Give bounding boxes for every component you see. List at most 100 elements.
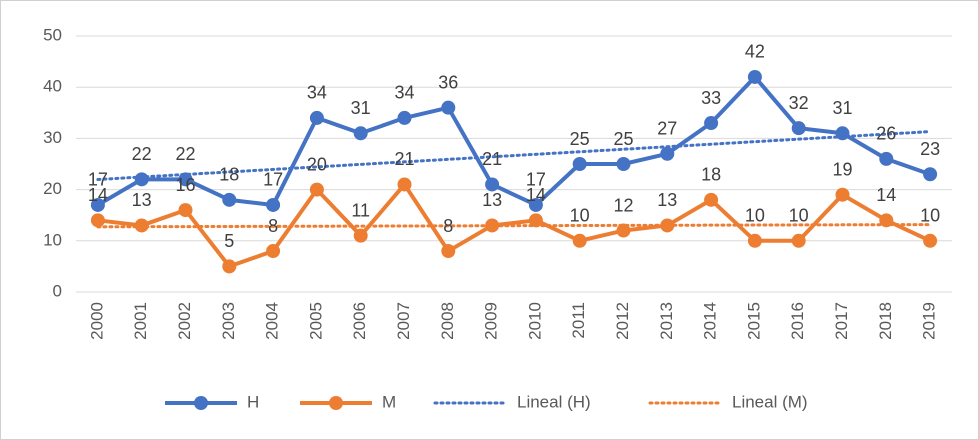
point	[353, 228, 368, 243]
data-label: 10	[570, 206, 590, 226]
data-label: 32	[789, 93, 809, 113]
data-label: 16	[175, 175, 195, 195]
point	[134, 218, 149, 233]
point	[485, 177, 500, 192]
data-label: 26	[876, 124, 896, 144]
point	[309, 110, 324, 125]
y-tick-label: 30	[43, 128, 62, 147]
data-label: 25	[613, 129, 633, 149]
x-tick-label: 2006	[350, 302, 369, 340]
point	[660, 218, 675, 233]
data-label: 21	[482, 149, 502, 169]
x-tick-label: 2012	[613, 302, 632, 340]
point	[572, 157, 587, 171]
data-label: 31	[832, 98, 852, 118]
point	[704, 116, 719, 131]
trend-line	[96, 130, 932, 182]
data-label: 34	[394, 83, 414, 103]
point	[353, 126, 368, 141]
point	[528, 197, 543, 212]
point	[704, 192, 719, 207]
point	[660, 146, 675, 161]
point	[747, 233, 762, 248]
data-label: 42	[745, 42, 765, 62]
x-tick-label: 2011	[569, 302, 588, 339]
x-tick-label: 2003	[219, 302, 238, 340]
point	[441, 100, 456, 115]
data-label: 17	[526, 170, 546, 190]
point	[879, 151, 894, 166]
point	[791, 121, 806, 136]
series-line	[97, 182, 931, 269]
point	[572, 233, 587, 248]
point	[747, 69, 762, 84]
point	[923, 233, 938, 248]
data-label: 12	[613, 195, 633, 215]
point	[835, 187, 850, 202]
x-tick-label: 2009	[482, 302, 501, 340]
point	[178, 172, 193, 187]
point	[222, 259, 237, 274]
point	[90, 213, 105, 228]
data-label: 34	[307, 83, 327, 103]
data-label: 18	[701, 165, 721, 185]
data-label: 17	[88, 170, 108, 190]
data-label: 23	[920, 139, 940, 159]
point	[397, 110, 412, 125]
x-tick-label: 2007	[394, 302, 413, 340]
point	[835, 126, 850, 141]
point	[90, 197, 105, 212]
point	[397, 177, 412, 192]
point	[528, 213, 543, 228]
data-label: 13	[657, 190, 677, 210]
x-tick-label: 2002	[175, 302, 194, 340]
data-label: 27	[657, 119, 677, 139]
x-tick-label: 2014	[701, 302, 720, 340]
data-label: 20	[307, 154, 327, 174]
data-label: 14	[526, 185, 546, 205]
point	[309, 182, 324, 197]
x-tick-label: 2016	[788, 302, 807, 340]
x-tick-label: 2008	[438, 302, 457, 340]
point	[266, 244, 281, 259]
data-label: 14	[876, 185, 896, 205]
x-tick-label: 2013	[657, 302, 676, 340]
x-tick-label: 2001	[131, 302, 150, 340]
data-label: 10	[745, 206, 765, 226]
point	[616, 223, 631, 238]
trend-line	[96, 223, 932, 229]
legend-marker	[329, 396, 343, 410]
y-tick-label: 0	[53, 281, 62, 300]
data-label: 33	[701, 88, 721, 108]
point	[266, 197, 281, 212]
data-label: 22	[175, 144, 195, 164]
x-tick-label: 2015	[744, 302, 763, 340]
legend-label: H	[247, 392, 259, 411]
series-line	[96, 74, 931, 207]
data-label: 21	[394, 149, 414, 169]
y-tick-label: 40	[43, 77, 62, 96]
data-label: 5	[224, 231, 234, 251]
x-tick-label: 2005	[306, 302, 325, 340]
data-label: 13	[482, 190, 502, 210]
x-tick-label: 2018	[876, 302, 895, 340]
data-label: 13	[132, 190, 152, 210]
data-label: 36	[438, 72, 458, 92]
data-label: 8	[268, 216, 278, 236]
legend-label: Lineal (M)	[732, 392, 808, 411]
y-tick-label: 50	[43, 25, 62, 44]
y-tick-label: 10	[43, 230, 62, 249]
point	[923, 167, 938, 182]
data-label: 10	[920, 206, 940, 226]
data-label: 14	[88, 185, 108, 205]
point	[441, 244, 456, 259]
point	[616, 157, 631, 171]
x-tick-label: 2017	[832, 302, 851, 340]
data-label: 19	[832, 159, 852, 179]
legend-label: Lineal (H)	[517, 392, 591, 411]
x-tick-label: 2004	[263, 302, 282, 340]
data-label: 31	[351, 98, 371, 118]
point	[879, 213, 894, 228]
x-tick-label: 2019	[920, 302, 939, 340]
